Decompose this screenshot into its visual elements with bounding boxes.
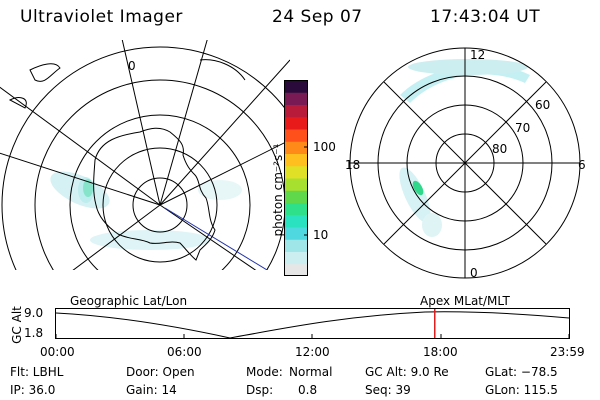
date-label: 24 Sep 07 [272, 7, 363, 27]
filter-info: Flt: LBHL [10, 365, 64, 379]
glon-info: GLon: 115.5 [485, 383, 558, 397]
colorbar-tick-10: 10 [313, 228, 329, 242]
instrument-title: Ultraviolet Imager [20, 7, 183, 27]
mlt-label-18: 18 [345, 158, 360, 172]
colorbar-segment [284, 104, 308, 118]
coastline [93, 127, 216, 261]
colorbar-segment [284, 153, 308, 167]
mode-label: Mode: [246, 365, 283, 379]
colorbar-segment [284, 251, 308, 265]
colorbar-segment [284, 202, 308, 216]
colorbar-segment [284, 92, 308, 105]
colorbar-segment [284, 178, 308, 191]
mlt-label-0: 0 [470, 266, 478, 280]
door-info: Door: Open [126, 365, 195, 379]
time-label: 17:43:04 UT [430, 7, 541, 27]
timeline-xtick-1800: 18:00 [423, 345, 458, 359]
timeline-xtick-2359: 23:59 [550, 345, 585, 359]
colorbar-segment [284, 263, 308, 276]
colorbar-unit-label: photon cm⁻²s⁻¹ [271, 143, 285, 237]
meridian-label: 0 [128, 59, 136, 73]
gc-alt-info: GC Alt: 9.0 Re [365, 365, 449, 379]
colorbar-segment [284, 129, 308, 142]
timeline-xtick-1200: 12:00 [295, 345, 330, 359]
magnetic-map: 12 18 6 0 60 70 80 [345, 47, 586, 280]
lat-label-70: 70 [515, 121, 530, 135]
gain-info: Gain: 14 [126, 383, 177, 397]
mlt-label-12: 12 [470, 48, 485, 62]
dsp-label: Dsp: [246, 383, 274, 397]
colorbar-segment [284, 214, 308, 228]
altitude-timeline [55, 308, 570, 339]
mlt-label-6: 6 [578, 158, 586, 172]
seq-info: Seq: 39 [365, 383, 411, 397]
timeline-xtick-0000: 00:00 [40, 345, 75, 359]
lat-label-60: 60 [535, 98, 550, 112]
aurora-emission-right [399, 59, 530, 237]
timeline-ylabel: GC Alt [10, 306, 24, 344]
colorbar [284, 80, 308, 276]
geographic-label: Geographic Lat/Lon [70, 294, 188, 308]
geographic-map: 0 [0, 40, 290, 270]
altitude-curve [55, 311, 570, 339]
glat-info: GLat: −78.5 [485, 365, 558, 379]
apex-label: Apex MLat/MLT [420, 294, 510, 308]
ip-info: IP: 36.0 [10, 383, 56, 397]
colorbar-segment [284, 80, 308, 93]
mode-value: Normal [289, 365, 333, 379]
colorbar-segment [284, 141, 308, 154]
colorbar-segment [284, 165, 308, 179]
colorbar-segment [284, 239, 308, 252]
colorbar-segment [284, 190, 308, 203]
colorbar-tick-100: 100 [313, 140, 336, 154]
lat-label-80: 80 [492, 142, 507, 156]
timeline-ytick-1: 1.8 [24, 326, 44, 340]
dsp-value: 0.8 [298, 383, 318, 397]
colorbar-segment [284, 227, 308, 240]
timeline-xtick-0600: 06:00 [167, 345, 202, 359]
colorbar-segment [284, 116, 308, 130]
timeline-ytick-9: 9.0 [24, 306, 44, 320]
